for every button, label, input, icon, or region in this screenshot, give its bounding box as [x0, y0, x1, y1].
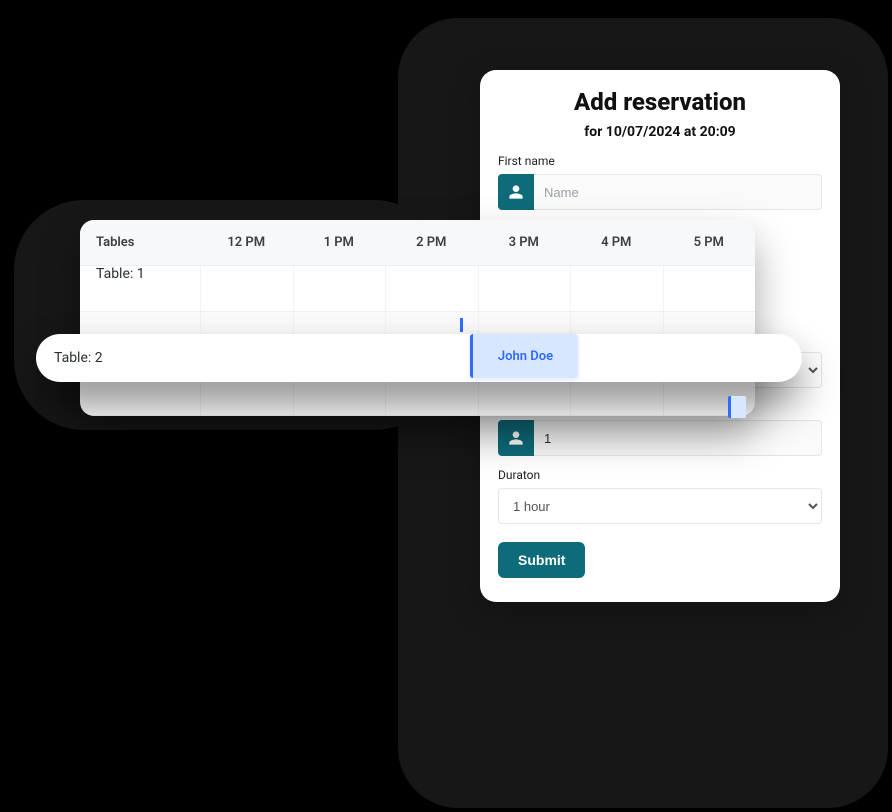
slot-cell[interactable] [385, 266, 478, 311]
table-row[interactable]: Table: 1 [80, 266, 755, 312]
slot-cell[interactable] [182, 334, 285, 382]
slot-cell[interactable] [595, 334, 698, 382]
duration-label: Duraton [498, 468, 822, 482]
header-time: 5 PM [663, 235, 756, 250]
highlight-row-band[interactable]: Table: 2 [36, 334, 802, 382]
slot-cell[interactable] [285, 334, 388, 382]
reservation-chip-partial[interactable] [728, 396, 746, 418]
duration-select[interactable]: 1 hour [498, 488, 822, 524]
reservation-chip[interactable]: John Doe [470, 334, 578, 378]
guests-input[interactable] [534, 420, 822, 456]
header-time: 2 PM [385, 235, 478, 250]
person-icon [498, 174, 534, 210]
slot-cell[interactable] [478, 266, 571, 311]
form-subtitle: for 10/07/2024 at 20:09 [498, 124, 822, 140]
slot-cell[interactable] [200, 266, 293, 311]
table-row-label: Table: 1 [80, 266, 200, 311]
highlight-row-label: Table: 2 [36, 334, 182, 382]
header-time: 12 PM [200, 235, 293, 250]
guests-input-wrap [498, 420, 822, 456]
header-tables: Tables [80, 235, 200, 250]
slot-cell[interactable] [663, 266, 756, 311]
header-time: 1 PM [293, 235, 386, 250]
form-title: Add reservation [498, 88, 822, 116]
person-icon [498, 420, 534, 456]
first-name-label: First name [498, 154, 822, 168]
slot-cell[interactable] [699, 334, 802, 382]
schedule-grid-card: Tables 12 PM 1 PM 2 PM 3 PM 4 PM 5 PM Ta… [80, 220, 755, 416]
slot-cell[interactable] [570, 266, 663, 311]
first-name-input[interactable] [534, 174, 822, 210]
schedule-header-row: Tables 12 PM 1 PM 2 PM 3 PM 4 PM 5 PM [80, 220, 755, 266]
submit-button[interactable]: Submit [498, 542, 585, 578]
header-time: 3 PM [478, 235, 571, 250]
first-name-input-wrap [498, 174, 822, 210]
slot-cell[interactable] [293, 266, 386, 311]
reservation-start-tick [460, 318, 463, 332]
header-time: 4 PM [570, 235, 663, 250]
